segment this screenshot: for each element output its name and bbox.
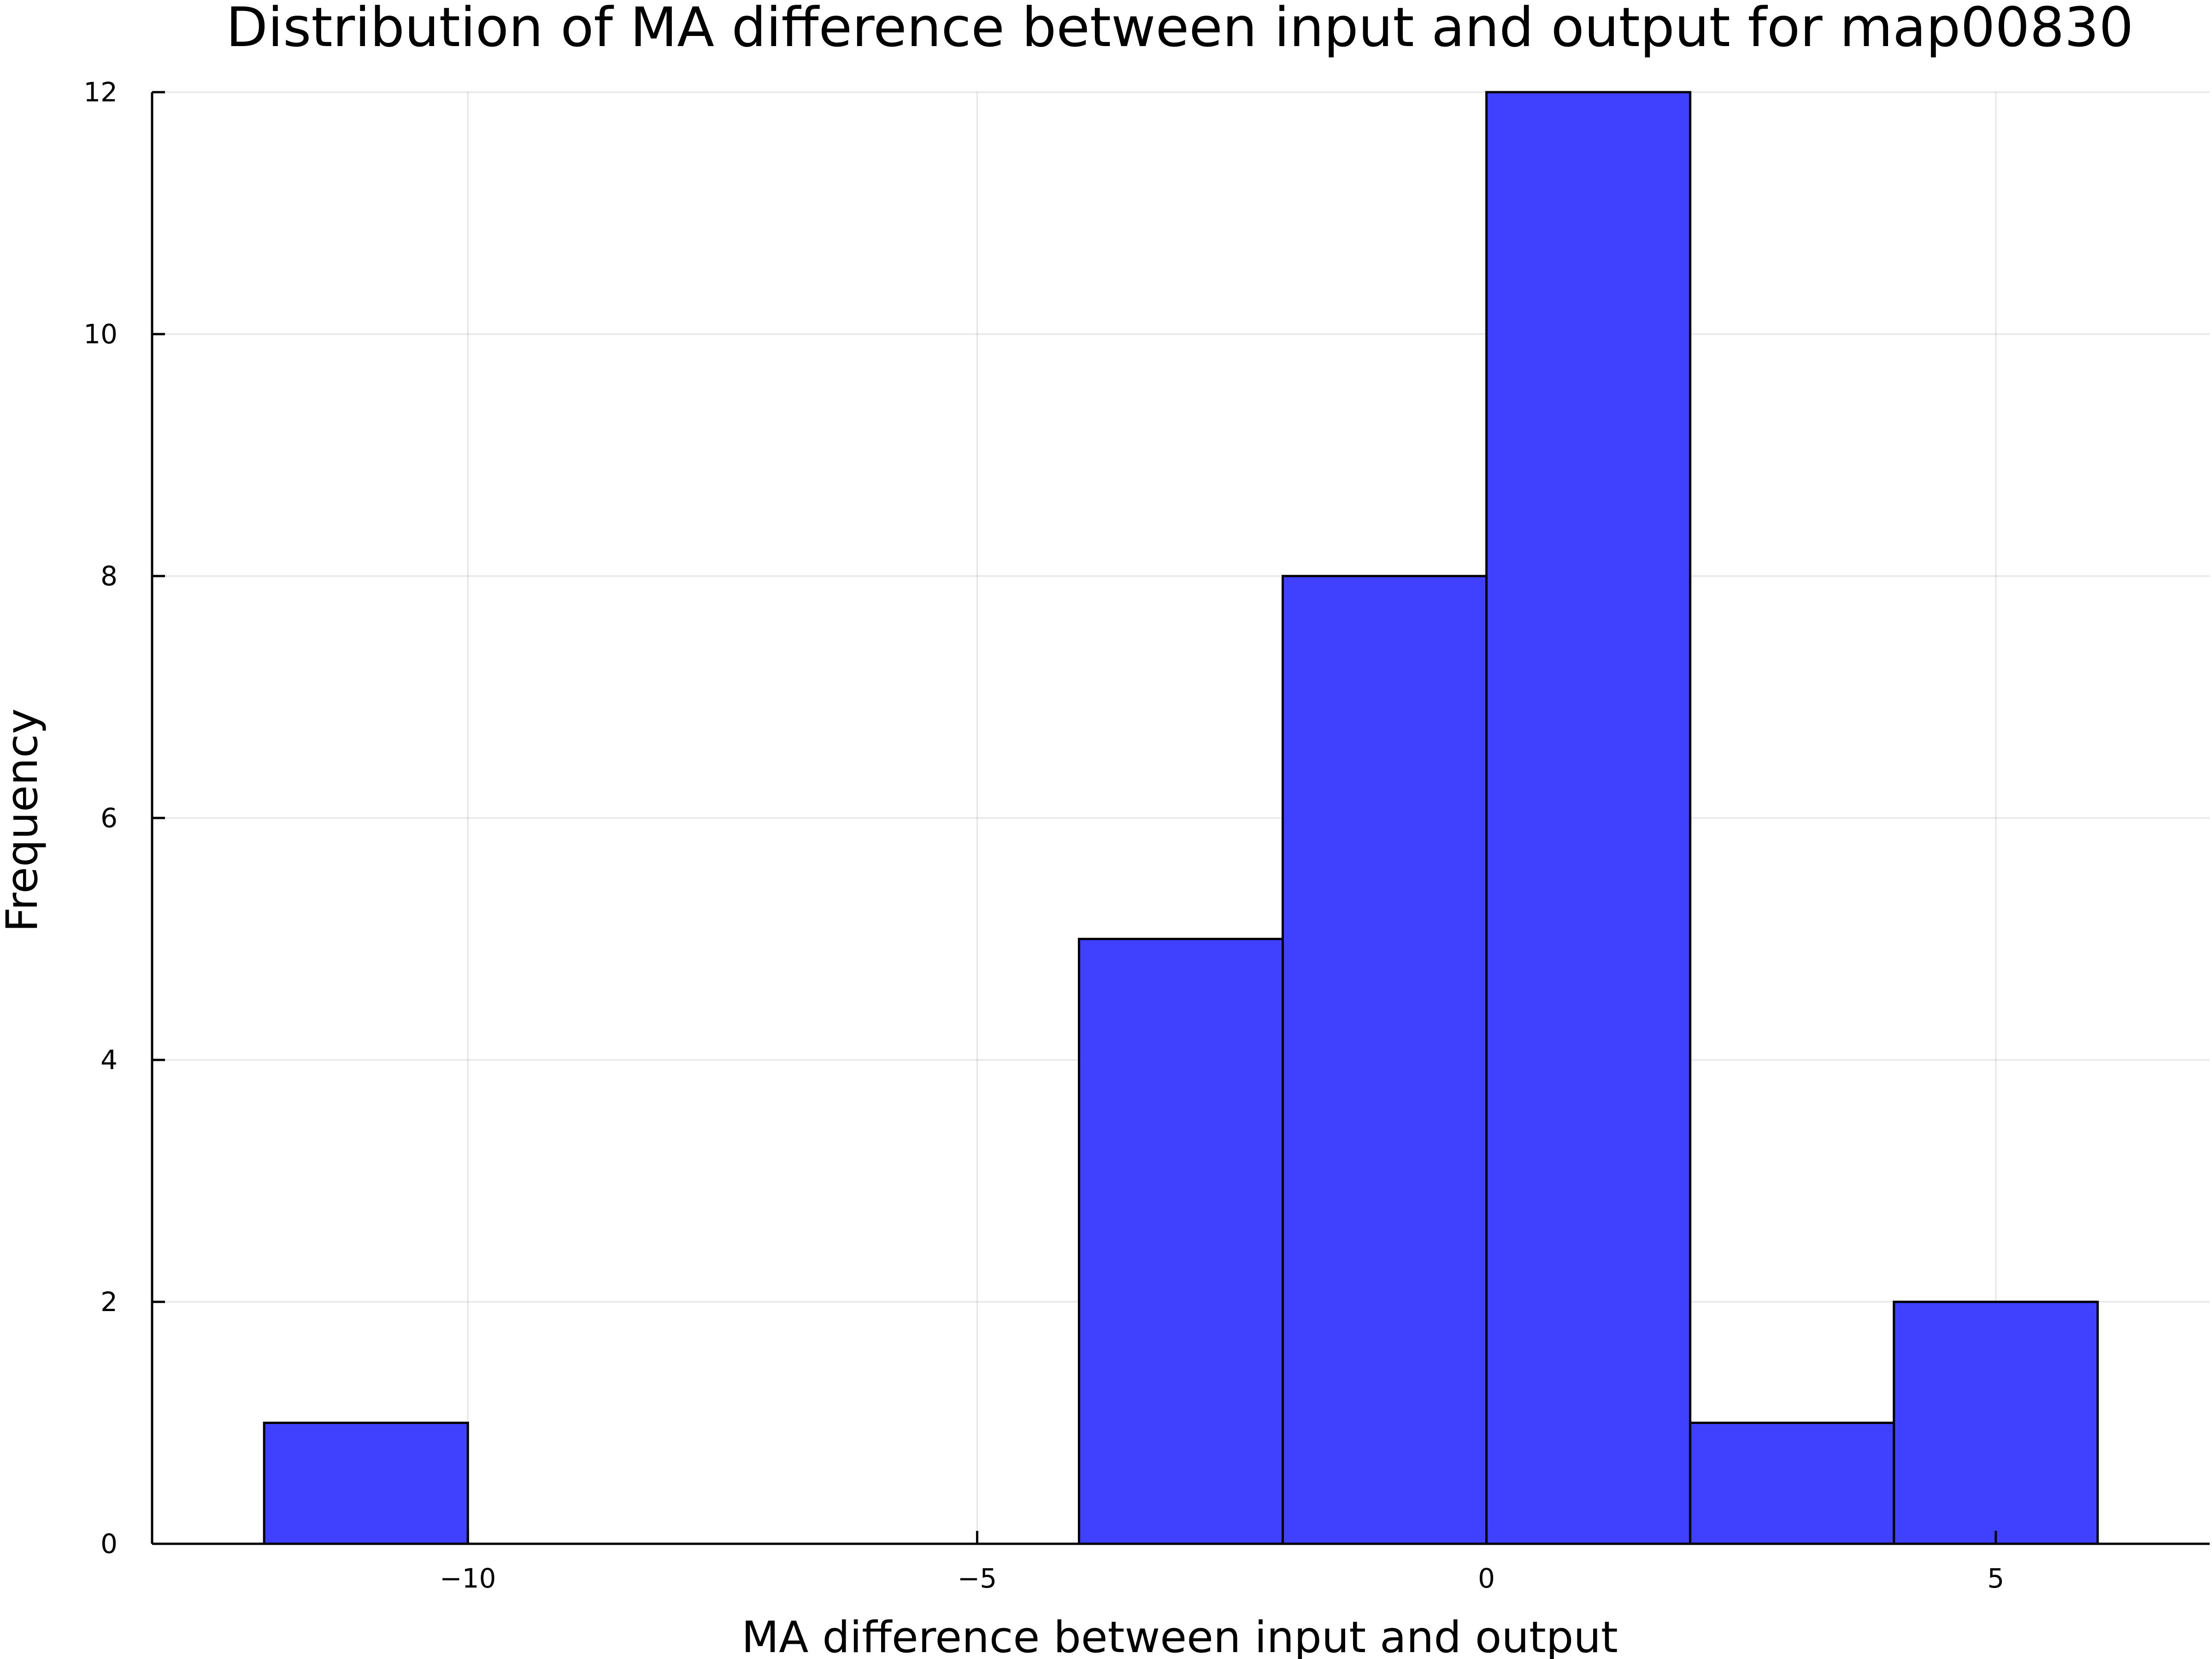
y-tick-label: 8 [100, 560, 118, 592]
y-tick-label: 6 [100, 802, 118, 834]
histogram-bar [263, 1422, 469, 1545]
histogram-bar [1893, 1300, 2099, 1545]
histogram-bar [1282, 575, 1488, 1545]
histogram-bar [1485, 91, 1692, 1545]
y-tick-label: 10 [83, 318, 118, 350]
y-tick-label: 2 [100, 1286, 118, 1318]
y-tick-label: 0 [100, 1528, 118, 1559]
x-tick-label: −5 [958, 1563, 997, 1594]
y-tick-label: 12 [83, 76, 118, 108]
x-axis-label: MA difference between input and output [741, 1612, 1618, 1659]
x-tick-label: −10 [440, 1563, 496, 1594]
x-axis-ticks: −10 −5 0 5 [440, 1531, 2004, 1594]
chart-title: Distribution of MA difference between in… [226, 0, 2133, 59]
y-axis-label: Frequency [0, 708, 47, 932]
y-axis-ticks: 0 2 4 6 8 10 12 [83, 76, 165, 1559]
y-tick-label: 4 [100, 1044, 118, 1076]
histogram-bar [1077, 938, 1284, 1545]
histogram-bar [1689, 1422, 1895, 1545]
x-tick-label: 5 [1987, 1563, 2004, 1594]
x-tick-label: 0 [1478, 1563, 1495, 1594]
